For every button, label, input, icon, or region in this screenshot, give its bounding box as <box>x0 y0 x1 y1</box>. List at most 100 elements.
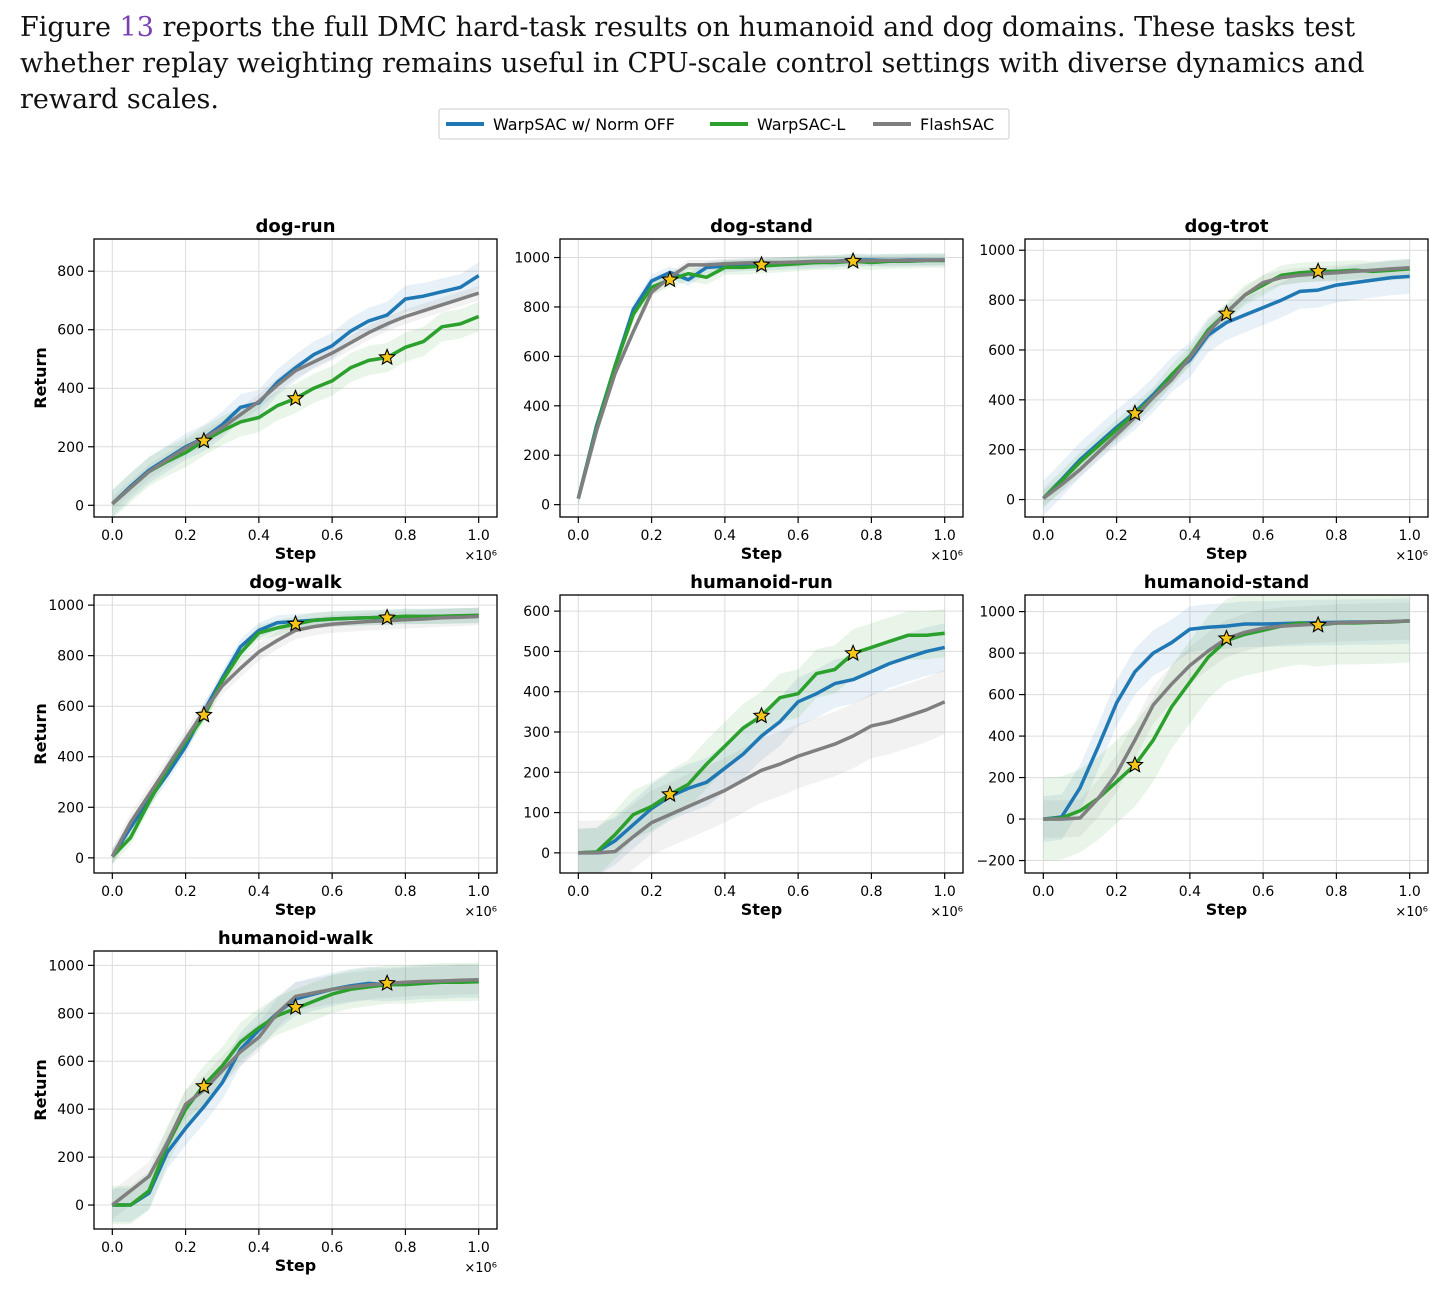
x-axis-scale-label: ×10⁶ <box>464 549 497 564</box>
x-tick-label: 0.6 <box>1252 528 1274 544</box>
subplot-title: humanoid-walk <box>218 928 374 949</box>
star-marker <box>660 784 679 803</box>
y-tick-label: 600 <box>523 349 550 365</box>
y-tick-label: 600 <box>57 1054 84 1070</box>
plot-frame <box>559 594 964 874</box>
y-tick-label: 400 <box>988 393 1015 409</box>
series-line <box>111 291 480 506</box>
confidence-band <box>112 965 479 1220</box>
y-tick-label: 100 <box>523 806 550 822</box>
y-tick-label: 1000 <box>48 958 84 974</box>
x-tick-label: 0.0 <box>1032 884 1054 900</box>
confidence-band <box>1043 258 1410 516</box>
y-tick-label: 800 <box>523 300 550 316</box>
y-tick-label: 0 <box>1006 812 1015 828</box>
y-tick-label: 200 <box>57 1150 84 1166</box>
legend-entry: WarpSAC-L <box>710 115 845 134</box>
y-axis-label: Return <box>31 1059 50 1121</box>
y-tick-label: 0 <box>75 498 84 514</box>
series-line <box>578 645 946 855</box>
y-tick-label: 300 <box>523 725 550 741</box>
x-tick-label: 0.8 <box>394 528 416 544</box>
legend-label: WarpSAC-L <box>757 115 845 134</box>
y-tick-label: 200 <box>988 771 1015 787</box>
confidence-band <box>1043 598 1410 842</box>
x-axis-label: Step <box>275 900 316 919</box>
series-line <box>1042 265 1410 500</box>
x-tick-label: 1.0 <box>468 1240 490 1256</box>
subplot-title: dog-run <box>255 216 335 237</box>
y-tick-label: 200 <box>523 448 550 464</box>
star-marker <box>844 643 863 662</box>
star-marker <box>286 997 305 1015</box>
series-line <box>576 258 945 499</box>
star-marker <box>1309 615 1328 633</box>
y-tick-label: 200 <box>57 800 84 816</box>
x-tick-label: 0.8 <box>1325 528 1347 544</box>
y-tick-label: 0 <box>1006 493 1015 509</box>
confidence-band <box>578 253 945 505</box>
figure-reference-link[interactable]: 13 <box>119 12 154 43</box>
star-marker <box>660 270 679 288</box>
caption-text: reports the full DMC hard-task results o… <box>20 12 1365 115</box>
subplot-title: dog-stand <box>710 216 813 237</box>
legend-label: FlashSAC <box>920 115 994 134</box>
x-tick-label: 0.6 <box>1252 884 1274 900</box>
star-marker <box>1309 261 1328 280</box>
x-tick-label: 0.0 <box>101 1240 123 1256</box>
y-tick-label: 800 <box>988 293 1015 309</box>
star-marker <box>844 251 863 269</box>
subplot-humanoid-walk: 0.0 0.2 0.4 0.6 0.8 1.0 0 200 400 600 800 1000 human… <box>31 928 498 1276</box>
confidence-band <box>112 285 479 512</box>
x-tick-label: 0.2 <box>1105 528 1127 544</box>
confidence-band <box>578 609 945 873</box>
y-axis-label: Return <box>31 703 50 765</box>
x-tick-label: 0.8 <box>394 1240 416 1256</box>
confidence-band <box>1043 595 1410 861</box>
x-tick-label: 0.2 <box>174 884 196 900</box>
star-marker <box>752 255 771 273</box>
x-axis-label: Step <box>1206 900 1247 919</box>
x-tick-label: 0.4 <box>1179 528 1201 544</box>
star-marker <box>1125 404 1144 422</box>
x-tick-label: 0.2 <box>640 528 662 544</box>
x-tick-label: 0.0 <box>101 884 123 900</box>
plot-frame <box>93 238 498 518</box>
confidence-band <box>578 623 945 873</box>
y-tick-label: 400 <box>523 399 550 415</box>
x-tick-label: 0.4 <box>248 528 270 544</box>
figure-caption: Figure 13 reports the full DMC hard-task… <box>20 10 1440 118</box>
plot-frame <box>559 238 964 518</box>
star-marker <box>378 608 397 626</box>
legend-label: WarpSAC w/ Norm OFF <box>493 115 675 134</box>
confidence-band <box>112 964 479 1222</box>
series-line <box>111 978 479 1207</box>
series-line <box>110 614 479 858</box>
confidence-band <box>578 255 945 504</box>
y-tick-label: 1000 <box>979 243 1015 259</box>
x-tick-label: 1.0 <box>934 528 956 544</box>
plot-frame <box>93 594 498 874</box>
x-tick-label: 1.0 <box>934 884 956 900</box>
y-tick-label: 600 <box>57 323 84 339</box>
y-tick-label: 800 <box>57 264 84 280</box>
figure-word: Figure <box>20 12 111 43</box>
star-marker <box>378 973 397 991</box>
star-marker <box>1125 755 1144 773</box>
y-tick-label: 400 <box>57 1102 84 1118</box>
confidence-band <box>112 301 479 517</box>
star-marker <box>1217 304 1236 322</box>
y-tick-label: 400 <box>57 750 84 766</box>
y-tick-label: 200 <box>57 440 84 456</box>
x-tick-label: 0.4 <box>248 884 270 900</box>
x-axis-label: Step <box>741 544 782 563</box>
confidence-band <box>112 262 479 517</box>
confidence-band <box>1043 602 1410 838</box>
x-tick-label: 0.8 <box>1325 884 1347 900</box>
y-tick-label: 400 <box>523 685 550 701</box>
subplot-dog-trot: 0.0 0.2 0.4 0.6 0.8 1.0 0 200 400 600 800 1000 dog-t… <box>979 216 1429 564</box>
plot-frame <box>93 950 498 1230</box>
series-line <box>576 258 945 499</box>
y-tick-label: 500 <box>523 644 550 660</box>
